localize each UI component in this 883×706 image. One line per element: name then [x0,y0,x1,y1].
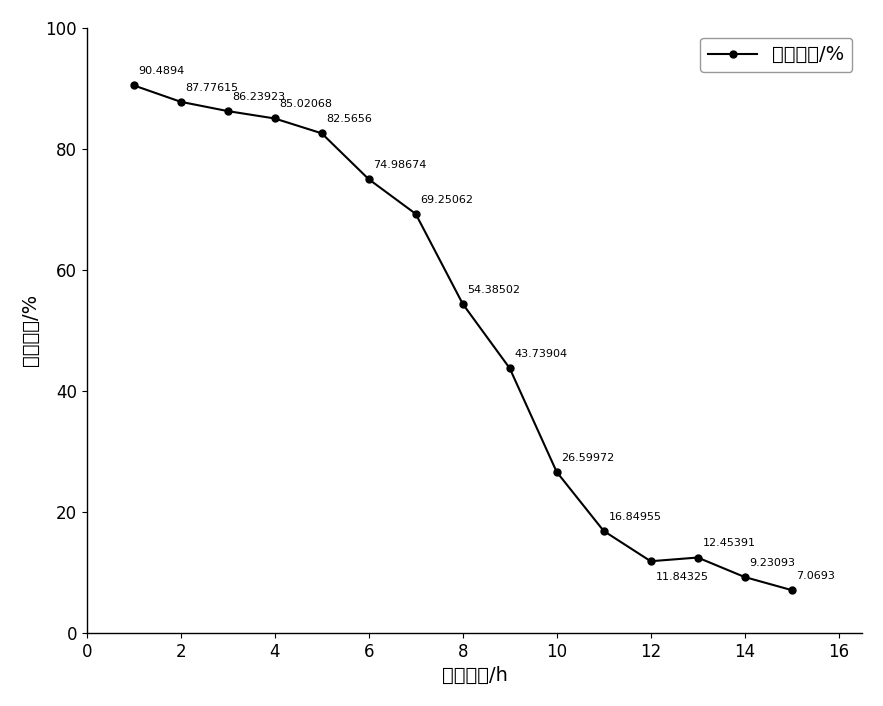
水分含量/% [128,81,139,90]
水分含量/% [457,299,468,308]
Text: 82.5656: 82.5656 [327,114,373,124]
Text: 86.23923: 86.23923 [232,92,285,102]
水分含量/% [645,557,656,566]
Text: 74.98674: 74.98674 [374,160,426,170]
水分含量/% [504,364,515,373]
水分含量/% [269,114,280,123]
Text: 7.0693: 7.0693 [796,571,835,581]
Text: 87.77615: 87.77615 [185,83,238,92]
水分含量/% [176,97,186,106]
Text: 11.84325: 11.84325 [655,573,708,582]
水分含量/% [692,554,703,562]
X-axis label: 干燥时间/h: 干燥时间/h [442,666,508,685]
Text: 43.73904: 43.73904 [515,349,568,359]
水分含量/% [599,527,609,535]
Text: 54.38502: 54.38502 [467,285,520,294]
Text: 12.45391: 12.45391 [702,539,755,549]
Text: 16.84955: 16.84955 [608,512,661,522]
水分含量/% [364,175,374,184]
Text: 69.25062: 69.25062 [420,195,473,205]
水分含量/% [551,467,562,476]
Text: 9.23093: 9.23093 [750,558,796,568]
水分含量/% [316,129,327,138]
水分含量/% [411,210,421,218]
Legend: 水分含量/%: 水分含量/% [700,37,852,72]
Text: 26.59972: 26.59972 [562,453,615,463]
Text: 90.4894: 90.4894 [139,66,185,76]
Line: 水分含量/%: 水分含量/% [131,82,796,594]
Text: 85.02068: 85.02068 [279,100,332,109]
水分含量/% [787,586,797,594]
水分含量/% [739,573,750,581]
Y-axis label: 水分含量/%: 水分含量/% [21,294,40,366]
水分含量/% [223,107,233,115]
